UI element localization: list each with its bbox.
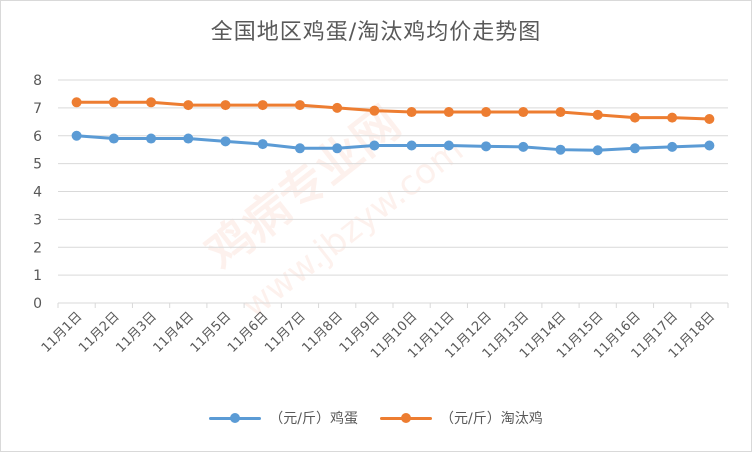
data-point bbox=[146, 133, 157, 144]
y-tick-label: 7 bbox=[33, 101, 42, 117]
data-point bbox=[108, 97, 119, 108]
y-tick-label: 8 bbox=[33, 73, 42, 89]
y-tick-label: 1 bbox=[33, 268, 42, 284]
data-point bbox=[294, 100, 305, 111]
data-point bbox=[369, 140, 380, 151]
series-line-1 bbox=[75, 100, 711, 121]
data-point bbox=[332, 143, 343, 154]
data-point bbox=[667, 112, 678, 123]
data-point bbox=[443, 140, 454, 151]
legend-item-eggs[interactable]: （元/斤）鸡蛋 bbox=[209, 408, 358, 428]
chart-title: 全国地区鸡蛋/淘汰鸡均价走势图 bbox=[210, 20, 542, 45]
y-tick-label: 2 bbox=[33, 240, 42, 256]
data-point bbox=[704, 114, 715, 125]
data-point bbox=[518, 107, 529, 118]
legend-label-eggs: （元/斤）鸡蛋 bbox=[269, 411, 358, 427]
data-point bbox=[555, 144, 566, 155]
data-point bbox=[71, 97, 82, 108]
legend-swatch-eggs bbox=[209, 411, 262, 425]
data-point bbox=[220, 100, 231, 111]
data-point bbox=[257, 139, 268, 150]
data-point bbox=[220, 136, 231, 147]
y-tick-label: 0 bbox=[33, 296, 42, 312]
data-point bbox=[146, 97, 157, 108]
y-tick-label: 5 bbox=[33, 157, 42, 173]
legend-item-culled-hens[interactable]: （元/斤）淘汰鸡 bbox=[380, 408, 543, 428]
data-point bbox=[555, 107, 566, 118]
data-point bbox=[183, 100, 194, 111]
data-point bbox=[183, 133, 194, 144]
data-point bbox=[406, 140, 417, 151]
data-point bbox=[443, 107, 454, 118]
y-tick-label: 3 bbox=[33, 212, 42, 228]
data-point bbox=[667, 141, 678, 152]
data-point bbox=[592, 109, 603, 120]
data-point bbox=[332, 102, 343, 113]
data-point bbox=[406, 107, 417, 118]
chart-legend: （元/斤）鸡蛋 （元/斤）淘汰鸡 bbox=[0, 408, 752, 428]
data-point bbox=[629, 143, 640, 154]
data-point bbox=[481, 141, 492, 152]
data-point bbox=[592, 145, 603, 156]
y-tick-label: 6 bbox=[33, 129, 42, 145]
data-point bbox=[108, 133, 119, 144]
data-point bbox=[704, 140, 715, 151]
series-line-0 bbox=[75, 134, 711, 152]
data-point bbox=[481, 107, 492, 118]
legend-swatch-culled-hens bbox=[380, 411, 432, 425]
data-point bbox=[369, 105, 380, 116]
data-point bbox=[257, 100, 268, 111]
y-tick-label: 4 bbox=[33, 185, 42, 201]
data-point bbox=[518, 141, 529, 152]
legend-label-culled-hens: （元/斤）淘汰鸡 bbox=[440, 411, 543, 427]
data-point bbox=[71, 130, 82, 141]
data-point bbox=[294, 143, 305, 154]
data-point bbox=[629, 112, 640, 123]
